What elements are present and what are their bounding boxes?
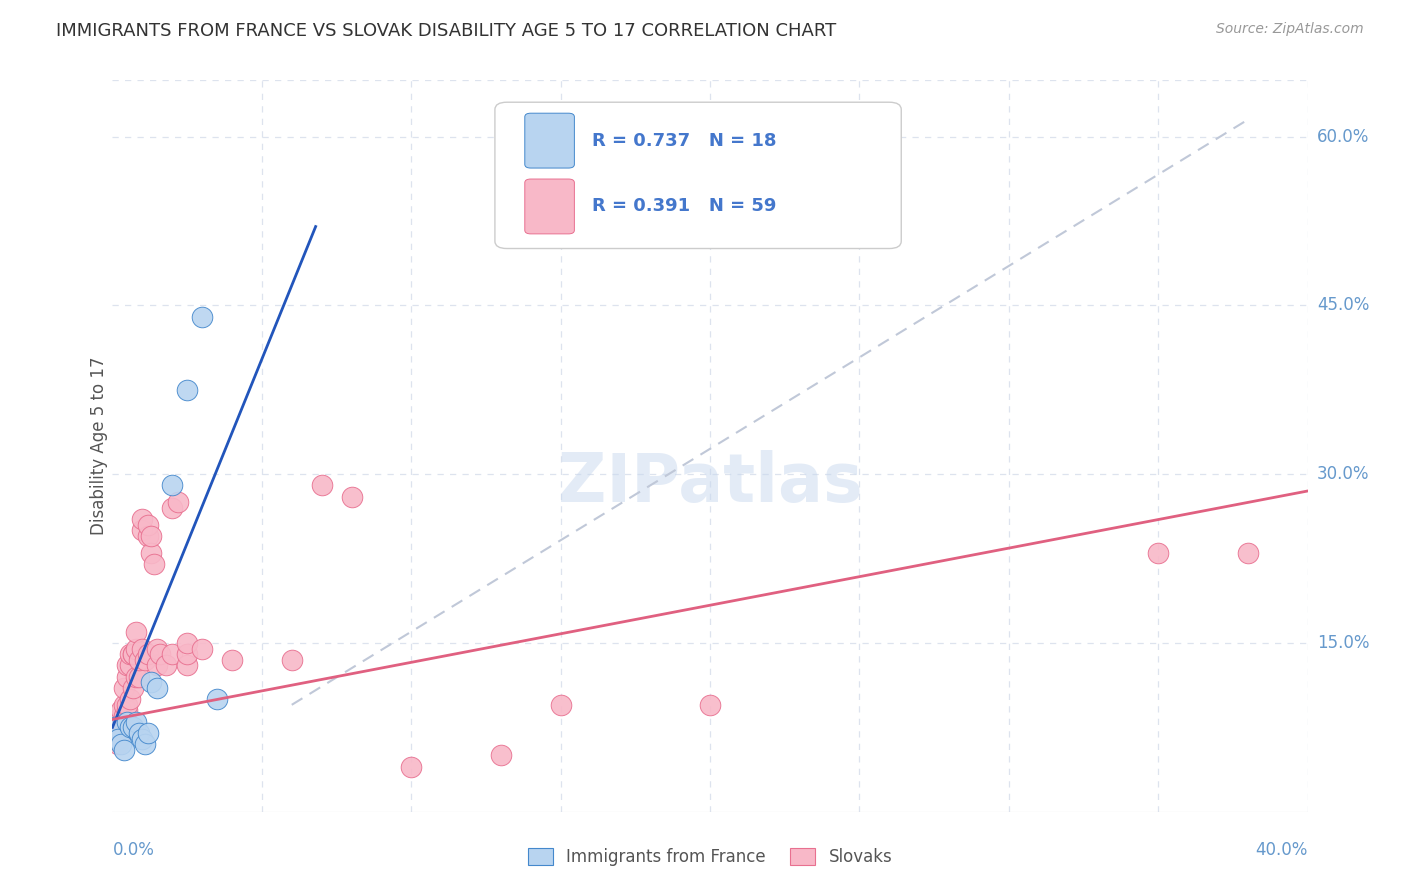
Point — [162, 500, 183, 515]
Point — [1147, 546, 1170, 560]
Point — [138, 726, 160, 740]
Point — [176, 383, 198, 397]
Point — [131, 524, 153, 538]
Point — [128, 670, 150, 684]
Text: 45.0%: 45.0% — [1317, 296, 1369, 314]
Text: IMMIGRANTS FROM FRANCE VS SLOVAK DISABILITY AGE 5 TO 17 CORRELATION CHART: IMMIGRANTS FROM FRANCE VS SLOVAK DISABIL… — [56, 22, 837, 40]
Point — [138, 647, 160, 661]
Point — [221, 653, 243, 667]
Point — [120, 658, 142, 673]
FancyBboxPatch shape — [495, 103, 901, 249]
Point — [401, 760, 423, 774]
Point — [550, 698, 572, 712]
Point — [138, 517, 160, 532]
Point — [176, 647, 198, 661]
Point — [699, 698, 721, 712]
Point — [107, 714, 129, 729]
Point — [149, 647, 172, 661]
Point — [104, 726, 127, 740]
Point — [125, 624, 148, 639]
Point — [162, 478, 183, 492]
Point — [131, 512, 153, 526]
Point — [114, 698, 135, 712]
Point — [143, 557, 166, 571]
Point — [120, 720, 142, 734]
Point — [131, 641, 153, 656]
Point — [128, 653, 150, 667]
Point — [489, 748, 512, 763]
Point — [759, 197, 782, 211]
Point — [114, 709, 135, 723]
Text: R = 0.737   N = 18: R = 0.737 N = 18 — [592, 132, 776, 150]
Point — [122, 720, 145, 734]
Point — [114, 681, 135, 695]
Point — [141, 546, 163, 560]
FancyBboxPatch shape — [524, 113, 575, 168]
Point — [191, 310, 214, 324]
Point — [110, 720, 132, 734]
Point — [117, 714, 139, 729]
Point — [125, 714, 148, 729]
Point — [134, 653, 156, 667]
Text: Source: ZipAtlas.com: Source: ZipAtlas.com — [1216, 22, 1364, 37]
Point — [117, 670, 139, 684]
Point — [162, 647, 183, 661]
Legend: Immigrants from France, Slovaks: Immigrants from France, Slovaks — [520, 841, 900, 873]
Text: 60.0%: 60.0% — [1317, 128, 1369, 145]
Point — [120, 647, 142, 661]
Point — [155, 658, 177, 673]
Point — [107, 737, 129, 751]
Point — [114, 720, 135, 734]
Point — [167, 495, 190, 509]
Point — [117, 698, 139, 712]
Point — [110, 709, 132, 723]
Point — [125, 641, 148, 656]
Point — [114, 743, 135, 757]
Point — [125, 670, 148, 684]
Point — [176, 636, 198, 650]
Point — [128, 726, 150, 740]
Point — [138, 529, 160, 543]
Point — [340, 490, 363, 504]
Point — [146, 641, 169, 656]
Text: 15.0%: 15.0% — [1317, 634, 1369, 652]
Point — [110, 703, 132, 717]
Point — [117, 658, 139, 673]
Point — [131, 731, 153, 746]
Point — [141, 529, 163, 543]
Text: R = 0.391   N = 59: R = 0.391 N = 59 — [592, 197, 776, 216]
Point — [104, 720, 127, 734]
Point — [146, 681, 169, 695]
Point — [146, 658, 169, 673]
Point — [107, 731, 129, 746]
Point — [104, 731, 127, 746]
Point — [134, 737, 156, 751]
Point — [117, 703, 139, 717]
Text: 0.0%: 0.0% — [112, 841, 155, 859]
Point — [191, 641, 214, 656]
Point — [141, 675, 163, 690]
Point — [110, 737, 132, 751]
Point — [205, 692, 228, 706]
Text: 40.0%: 40.0% — [1256, 841, 1308, 859]
Point — [122, 647, 145, 661]
Y-axis label: Disability Age 5 to 17: Disability Age 5 to 17 — [90, 357, 108, 535]
Text: ZIPatlas: ZIPatlas — [558, 450, 862, 516]
Point — [1237, 546, 1260, 560]
Point — [176, 658, 198, 673]
Point — [311, 478, 333, 492]
Point — [110, 726, 132, 740]
Point — [122, 647, 145, 661]
Point — [281, 653, 304, 667]
FancyBboxPatch shape — [524, 179, 575, 234]
Point — [122, 681, 145, 695]
Point — [107, 720, 129, 734]
Point — [120, 692, 142, 706]
Text: 30.0%: 30.0% — [1317, 465, 1369, 483]
